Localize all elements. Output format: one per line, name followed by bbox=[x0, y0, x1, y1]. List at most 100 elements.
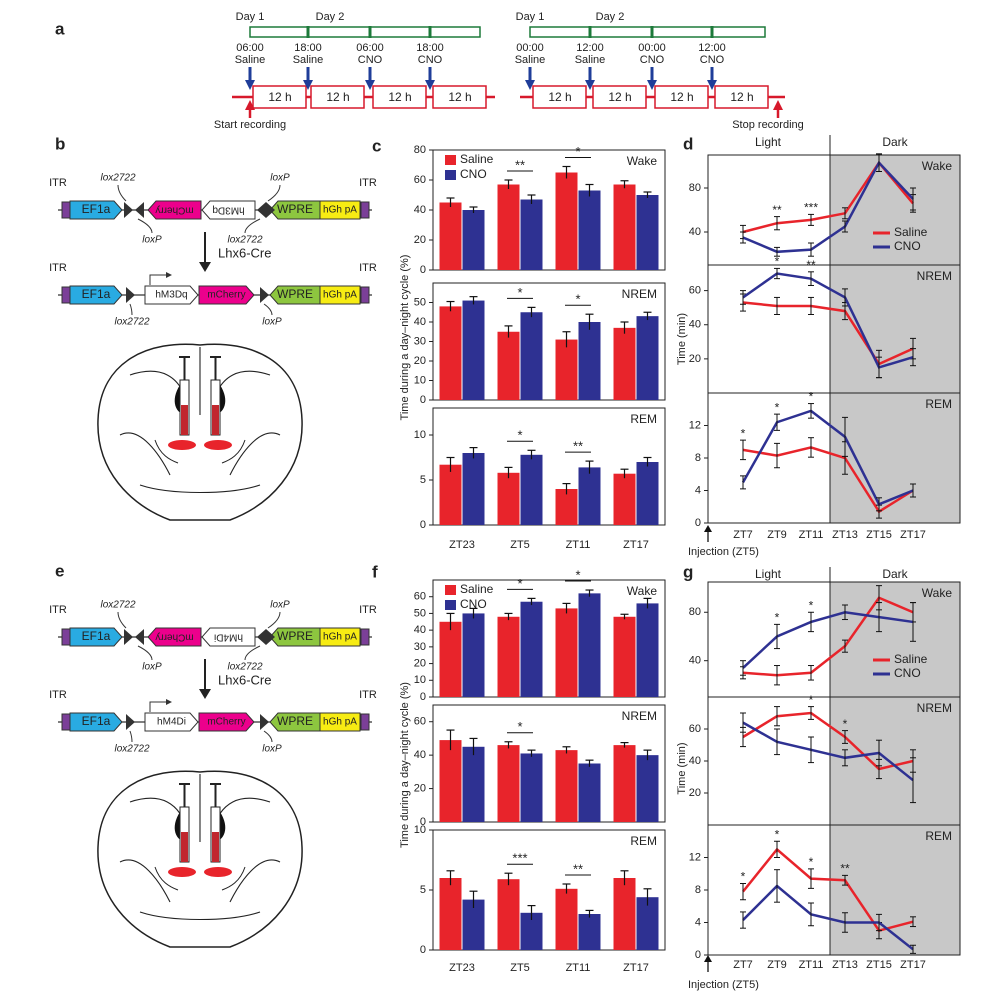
itr bbox=[61, 628, 71, 646]
y-tick-label: 12 bbox=[689, 851, 701, 863]
site-pointer bbox=[267, 611, 281, 629]
bar bbox=[555, 339, 578, 400]
region-label: Light bbox=[755, 567, 782, 581]
itr-label: ITR bbox=[359, 262, 377, 274]
gene bbox=[69, 200, 123, 220]
significance-label: * bbox=[809, 390, 814, 404]
bar bbox=[520, 912, 543, 950]
arrow-head bbox=[707, 80, 717, 90]
significance-label: ** bbox=[573, 861, 583, 876]
block bbox=[252, 85, 307, 109]
block-label: 12 h bbox=[268, 90, 291, 104]
y-tick-label: 40 bbox=[689, 319, 701, 331]
subplot-title: REM bbox=[925, 397, 952, 411]
site-label: lox2722 bbox=[114, 317, 149, 328]
legend-label: Saline bbox=[894, 652, 928, 666]
y-axis-label: Time (min) bbox=[676, 742, 688, 794]
y-axis-label: Time (min) bbox=[676, 313, 688, 365]
block bbox=[654, 85, 709, 109]
y-tick-label: 30 bbox=[414, 335, 426, 347]
site-pointer bbox=[244, 218, 261, 234]
gene bbox=[198, 285, 255, 305]
y-tick-label: 40 bbox=[689, 655, 701, 667]
bar bbox=[439, 621, 462, 697]
lox-site bbox=[260, 714, 269, 730]
itr bbox=[360, 628, 370, 646]
region-label: Dark bbox=[882, 567, 908, 581]
block-label: 12 h bbox=[670, 90, 693, 104]
x-tick-label: ZT9 bbox=[767, 959, 787, 971]
site-label: lox2722 bbox=[100, 600, 135, 611]
y-tick-label: 20 bbox=[414, 657, 426, 669]
bar bbox=[578, 467, 601, 525]
cre-label: Lhx6-Cre bbox=[218, 245, 271, 260]
series-line bbox=[742, 272, 914, 369]
panel-letter: c bbox=[372, 136, 381, 155]
panel-letter: g bbox=[683, 562, 693, 581]
series-line bbox=[741, 409, 914, 506]
itr bbox=[61, 201, 71, 219]
site-pointer bbox=[263, 730, 273, 743]
lox-site bbox=[266, 202, 275, 218]
significance-label: ** bbox=[573, 439, 583, 454]
cre-label: Lhx6-Cre bbox=[218, 672, 271, 687]
y-tick-label: 0 bbox=[420, 691, 426, 703]
significance-label: ** bbox=[806, 258, 816, 272]
gene bbox=[198, 712, 255, 732]
plot-frame bbox=[432, 579, 666, 698]
bar bbox=[555, 172, 578, 270]
lox-site bbox=[126, 714, 135, 730]
series-line bbox=[742, 446, 914, 514]
significance-label: ** bbox=[772, 203, 782, 217]
gene-label: EF1a bbox=[82, 629, 111, 643]
gene bbox=[144, 712, 199, 732]
bar bbox=[636, 316, 659, 400]
gene-label: EF1a bbox=[82, 202, 111, 216]
lox-site bbox=[126, 287, 135, 303]
treatment-label: CNO bbox=[358, 54, 383, 66]
subplot-title: NREM bbox=[622, 709, 657, 723]
x-tick-label: ZT9 bbox=[767, 529, 787, 541]
bar bbox=[613, 616, 636, 697]
significance-label: * bbox=[517, 428, 522, 443]
itr bbox=[61, 713, 71, 731]
bar bbox=[520, 312, 543, 400]
legend-label: Saline bbox=[460, 152, 494, 166]
gene-label: mCherry bbox=[207, 290, 245, 301]
significance-label: * bbox=[741, 870, 746, 884]
polyA bbox=[319, 712, 361, 732]
y-tick-label: 20 bbox=[414, 234, 426, 246]
polyA bbox=[319, 200, 361, 220]
significance-label: *** bbox=[512, 851, 527, 866]
arrow-head bbox=[585, 80, 595, 90]
gene bbox=[147, 200, 202, 220]
y-tick-label: 4 bbox=[695, 484, 701, 496]
y-tick-label: 10 bbox=[414, 374, 426, 386]
day-label: Day 2 bbox=[596, 11, 625, 23]
plot-frame bbox=[432, 704, 666, 823]
y-tick-label: 5 bbox=[420, 884, 426, 896]
block bbox=[714, 85, 769, 109]
bar bbox=[462, 300, 485, 400]
recording-label: Start recording bbox=[214, 119, 286, 131]
bar bbox=[578, 322, 601, 400]
site-pointer bbox=[117, 611, 127, 629]
day-bar bbox=[249, 26, 481, 38]
time-label: 18:00 bbox=[416, 42, 444, 54]
y-axis-label: Time during a day–night cycle (%) bbox=[399, 255, 411, 421]
y-tick-label: 50 bbox=[414, 296, 426, 308]
dark-region bbox=[830, 582, 960, 955]
brain-illustration bbox=[96, 770, 304, 948]
subplot-title: NREM bbox=[917, 701, 952, 715]
x-tick-label: ZT17 bbox=[900, 959, 926, 971]
lox-site bbox=[260, 287, 269, 303]
y-tick-label: 20 bbox=[414, 782, 426, 794]
y-tick-label: 10 bbox=[414, 824, 426, 836]
site-label: loxP bbox=[262, 317, 282, 328]
lox-site bbox=[124, 202, 133, 218]
treatment-label: Saline bbox=[293, 54, 324, 66]
bar bbox=[636, 462, 659, 525]
significance-label: * bbox=[575, 567, 580, 582]
bar bbox=[555, 888, 578, 950]
itr-label: ITR bbox=[359, 177, 377, 189]
